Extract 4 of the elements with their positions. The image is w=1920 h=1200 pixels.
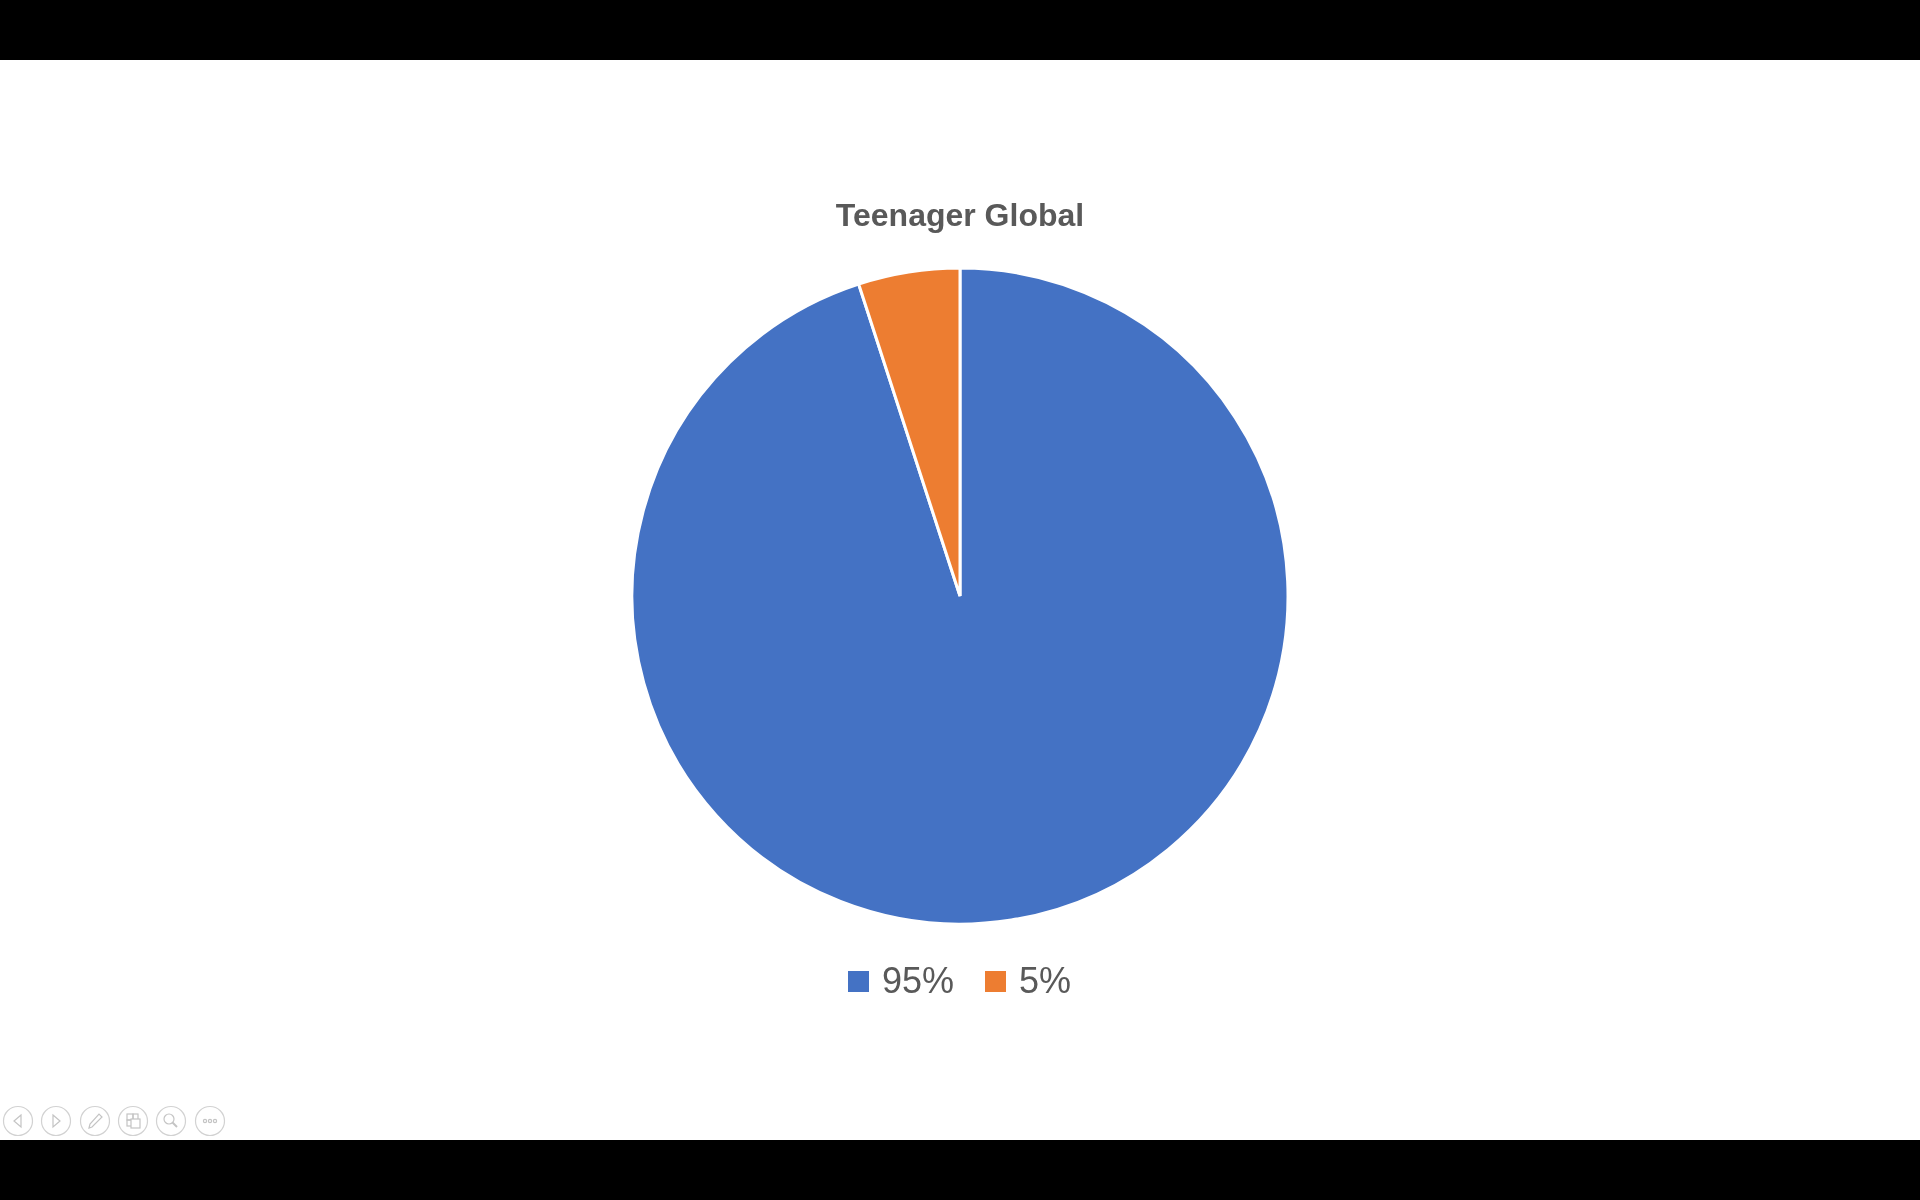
pie-slice xyxy=(630,266,1290,926)
legend-label: 95% xyxy=(881,960,955,1002)
legend-label: 5% xyxy=(1019,960,1072,1002)
chart-title: Teenager Global xyxy=(835,197,1085,233)
